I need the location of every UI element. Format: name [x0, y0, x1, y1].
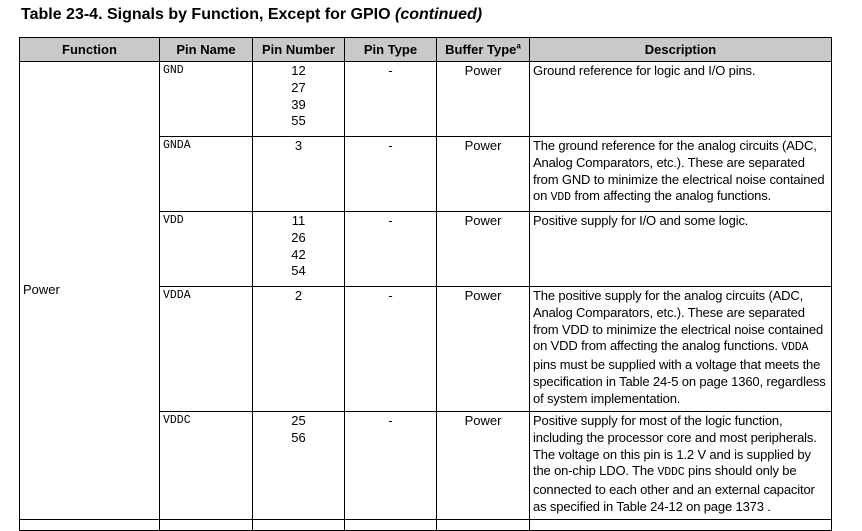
description-text: Positive supply for most of the logic fu…	[533, 413, 817, 479]
description-cell: The positive supply for the analog circu…	[529, 286, 832, 412]
table-row: VDDC 25 56 - Power Positive supply for m…	[20, 411, 832, 520]
pin-number-cell: 3	[252, 136, 345, 212]
header-description: Description	[529, 37, 832, 62]
pin-type-cell: -	[344, 61, 437, 137]
empty-cell	[252, 519, 345, 531]
header-buffer-type-label: Buffer Type	[445, 42, 517, 57]
description-text: Positive supply for I/O and some logic.	[533, 213, 749, 228]
pin-number: 55	[291, 113, 306, 129]
buffer-type-cell: Power	[436, 286, 530, 412]
empty-cell	[344, 519, 437, 531]
header-pin-number: Pin Number	[252, 37, 345, 62]
table-row: Power GND 12 27 39 55 - Power Ground ref…	[19, 61, 832, 520]
table-row: GNDA 3 - Power The ground reference for …	[20, 136, 832, 212]
description-cell: Ground reference for logic and I/O pins.	[529, 61, 832, 137]
empty-cell	[529, 519, 832, 531]
pin-name-cell: VDD	[159, 211, 253, 287]
description-code: VDDA	[781, 341, 809, 355]
description-code: VDDC	[657, 466, 685, 480]
description-cell: The ground reference for the analog circ…	[529, 136, 832, 212]
pin-number: 12	[291, 63, 306, 78]
table-row: VDDA 2 - Power The positive supply for t…	[20, 286, 832, 412]
pin-type-cell: -	[344, 136, 437, 212]
pin-type-cell: -	[344, 211, 437, 287]
pin-type-cell: -	[344, 286, 437, 412]
function-cell: Power	[19, 61, 160, 520]
description-cell: Positive supply for I/O and some logic.	[529, 211, 832, 287]
description-text: The positive supply for the analog circu…	[533, 288, 824, 354]
description-text: pins must be supplied with a voltage tha…	[533, 357, 826, 406]
empty-cell	[436, 519, 530, 531]
header-buffer-type: Buffer Typea	[436, 37, 530, 62]
description-text: Ground reference for logic and I/O pins.	[533, 63, 756, 78]
header-function: Function	[19, 37, 160, 62]
description-text: from affecting the analog functions.	[570, 188, 772, 204]
pin-number: 11	[291, 213, 306, 228]
pin-number: 2	[294, 288, 303, 303]
pin-number-cell: 25 56	[252, 411, 345, 520]
table-title-suffix: (continued)	[395, 6, 483, 23]
buffer-type-cell: Power	[436, 61, 530, 137]
header-pin-name: Pin Name	[159, 37, 253, 62]
pin-number: 26	[291, 229, 306, 245]
buffer-type-cell: Power	[436, 211, 530, 287]
empty-cell	[159, 519, 253, 531]
footnote-marker: a	[516, 41, 521, 51]
pin-name-cell: VDDA	[159, 286, 253, 412]
pin-name-cell: GND	[159, 61, 253, 137]
description-code: VDD	[550, 191, 571, 205]
pin-type-cell: -	[344, 411, 437, 520]
pin-number-cell: 2	[252, 286, 345, 412]
table-title: Table 23-4. Signals by Function, Except …	[21, 6, 482, 24]
pin-name-cell: VDDC	[159, 411, 253, 520]
pin-number: 39	[291, 96, 306, 112]
pin-name-cell: GNDA	[159, 136, 253, 212]
buffer-type-cell: Power	[436, 136, 530, 212]
signals-table: Function Pin Name Pin Number Pin Type Bu…	[19, 37, 832, 531]
header-pin-type: Pin Type	[344, 37, 437, 62]
table-row-continued	[19, 519, 832, 531]
pin-number: 54	[291, 263, 306, 279]
pin-number: 27	[291, 79, 306, 95]
pin-number: 42	[291, 246, 306, 262]
empty-cell	[19, 519, 160, 531]
description-text: pins should only be connected to each ot…	[533, 463, 815, 514]
description-cell: Positive supply for most of the logic fu…	[529, 411, 832, 520]
description-text: The ground reference for the analog circ…	[533, 138, 825, 204]
pin-number: 56	[291, 429, 306, 445]
pin-number-cell: 11 26 42 54	[252, 211, 345, 287]
pin-number-cell: 12 27 39 55	[252, 61, 345, 137]
pin-number: 25	[291, 413, 306, 428]
table-title-main: Table 23-4. Signals by Function, Except …	[21, 6, 391, 23]
buffer-type-cell: Power	[436, 411, 530, 520]
pin-number: 3	[294, 138, 303, 153]
table-row: VDD 11 26 42 54 - Power Positive supply …	[20, 211, 832, 287]
header-row: Function Pin Name Pin Number Pin Type Bu…	[19, 37, 832, 62]
